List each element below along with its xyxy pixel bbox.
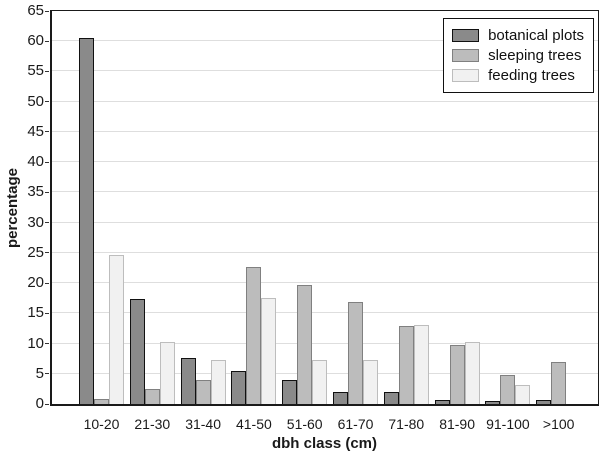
bar-feeding-trees (363, 360, 378, 404)
bar-group (180, 358, 226, 404)
x-tick-label: 21-30 (134, 416, 171, 432)
x-tick-label: 31-40 (185, 416, 221, 432)
legend-swatch (452, 49, 480, 62)
bar-botanical-plots (129, 299, 145, 404)
bar-group (383, 325, 429, 404)
bar-feeding-trees (312, 360, 328, 404)
x-tick-label: 41-50 (235, 416, 272, 432)
bar-sleeping-trees (94, 399, 109, 404)
bar-group (536, 362, 581, 404)
y-tick-label: 5 (35, 364, 44, 382)
gridline (52, 342, 598, 344)
legend-item: feeding trees (452, 67, 584, 84)
y-tick-mark (45, 343, 49, 345)
y-tick-mark (45, 101, 49, 103)
x-tick-label: 61-70 (337, 416, 374, 432)
legend-swatch (452, 29, 480, 42)
y-tick-mark (45, 191, 49, 193)
bar-group (333, 302, 378, 404)
bar-botanical-plots (485, 401, 501, 404)
bar-sleeping-trees (500, 375, 516, 404)
x-tick-label: 10-20 (83, 416, 120, 432)
x-axis-title: dbh class (cm) (271, 435, 378, 452)
y-tick-label: 65 (27, 2, 44, 19)
gridline (52, 221, 598, 223)
bar-botanical-plots (79, 38, 94, 404)
bar-group (129, 299, 175, 404)
bar-botanical-plots (180, 358, 196, 404)
bar-botanical-plots (333, 392, 348, 404)
gridline (52, 191, 598, 193)
bar-botanical-plots (434, 400, 450, 404)
bars-layer (52, 11, 598, 404)
y-tick-mark (45, 10, 49, 12)
gridline (52, 130, 598, 132)
bar-botanical-plots (231, 371, 247, 404)
bar-group (282, 285, 328, 404)
legend-item: sleeping trees (452, 47, 584, 64)
x-tick-label: 51-60 (286, 416, 323, 432)
bar-sleeping-trees (449, 345, 465, 404)
plot-area: botanical plots sleeping trees feeding tre… (50, 10, 599, 406)
y-axis-title: percentage (4, 167, 21, 249)
x-tick-label: 71-80 (388, 416, 425, 432)
legend-label: botanical plots (488, 27, 584, 44)
gridline (52, 70, 598, 72)
y-tick-label: 10 (27, 334, 44, 352)
y-tick-mark (45, 373, 49, 375)
bar-sleeping-trees (297, 285, 313, 404)
bar-group (231, 267, 277, 404)
bar-group (434, 342, 480, 404)
y-tick-mark (45, 40, 49, 42)
gridline (52, 100, 598, 102)
legend: botanical plots sleeping trees feeding tre… (443, 18, 594, 93)
bar-sleeping-trees (551, 362, 567, 404)
y-tick-mark (45, 131, 49, 133)
y-tick-mark (45, 70, 49, 72)
bar-botanical-plots (383, 392, 399, 404)
gridline (52, 251, 598, 253)
bar-feeding-trees (159, 342, 175, 404)
bar-botanical-plots (282, 380, 298, 404)
legend-swatch (452, 69, 480, 82)
y-tick-mark (45, 252, 49, 254)
legend-item: botanical plots (452, 27, 584, 44)
gridline (52, 282, 598, 284)
y-tick-mark (45, 282, 49, 284)
y-tick-mark (45, 403, 49, 405)
y-tick-mark (45, 222, 49, 224)
bar-feeding-trees (109, 255, 124, 404)
bar-botanical-plots (536, 400, 552, 404)
y-tick-mark (45, 161, 49, 163)
bar-feeding-trees (413, 325, 429, 404)
bar-group (79, 38, 124, 404)
y-tick-label: 60 (27, 32, 44, 50)
bar-sleeping-trees (246, 267, 262, 404)
x-tick-label: >100 (542, 416, 575, 432)
x-tick-label: 81-90 (439, 416, 475, 432)
bar-sleeping-trees (348, 302, 363, 404)
bar-feeding-trees (515, 385, 531, 404)
bar-sleeping-trees (398, 326, 414, 404)
bar-group (485, 375, 531, 404)
gridline (52, 312, 598, 314)
bar-feeding-trees (261, 298, 277, 404)
y-tick-label: 0 (35, 395, 44, 412)
y-tick-mark (45, 312, 49, 314)
bar-sleeping-trees (195, 380, 211, 404)
gridline (52, 161, 598, 163)
legend-label: feeding trees (488, 67, 575, 84)
gridline (52, 40, 598, 42)
bar-feeding-trees (464, 342, 480, 404)
x-tick-label: 91-100 (486, 416, 530, 432)
bar-feeding-trees (210, 360, 226, 404)
y-tick-label: 55 (27, 62, 44, 80)
legend-label: sleeping trees (488, 47, 582, 64)
gridlines-layer (52, 11, 598, 404)
bar-sleeping-trees (144, 389, 160, 404)
